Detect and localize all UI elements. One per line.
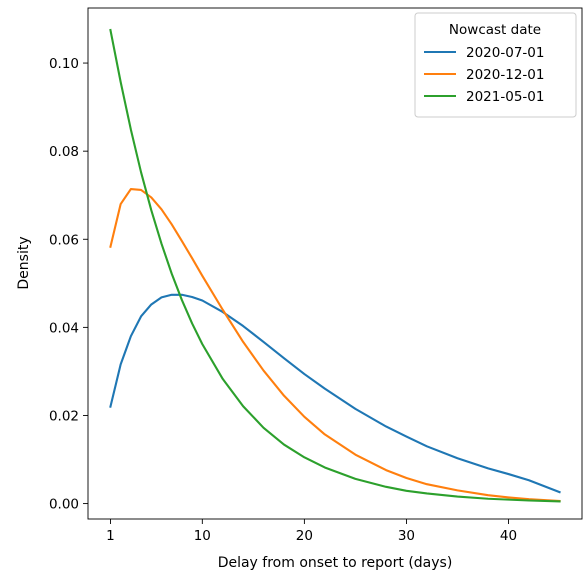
x-tick-label: 10 [194, 528, 211, 544]
x-axis-label: Delay from onset to report (days) [218, 555, 453, 571]
y-tick-label: 0.08 [49, 144, 79, 160]
series-line-2021-05-01 [109, 28, 561, 503]
y-tick-label: 0.06 [49, 232, 79, 248]
y-tick-label: 0.02 [49, 408, 79, 424]
y-axis-ticks: 0.00 0.02 0.04 0.06 0.08 0.10 [49, 56, 88, 513]
series-layer [109, 28, 561, 503]
plot-area-frame [87, 7, 583, 520]
legend-label-2020-07-01: 2020-07-01 [466, 45, 544, 61]
y-tick-label: 0.04 [49, 320, 79, 336]
legend-box [414, 12, 577, 118]
x-tick-label: 40 [500, 528, 517, 544]
legend: Nowcast date 2020-07-01 2020-12-01 2021-05… [414, 12, 577, 118]
y-tick-label: 0.00 [49, 497, 79, 513]
legend-label-2020-12-01: 2020-12-01 [466, 67, 544, 83]
x-tick-label: 20 [296, 528, 313, 544]
y-axis-label: Density [16, 236, 32, 289]
x-tick-label: 30 [398, 528, 415, 544]
x-tick-label: 1 [106, 528, 115, 544]
y-tick-label: 0.10 [49, 56, 79, 72]
legend-entries: 2020-07-01 2020-12-01 2021-05-01 [424, 45, 544, 105]
legend-title: Nowcast date [449, 22, 541, 38]
series-line-2020-07-01 [109, 293, 561, 494]
series-line-2020-12-01 [109, 188, 561, 503]
x-axis-ticks: 1 10 20 30 40 [106, 519, 517, 544]
legend-label-2021-05-01: 2021-05-01 [466, 89, 544, 105]
